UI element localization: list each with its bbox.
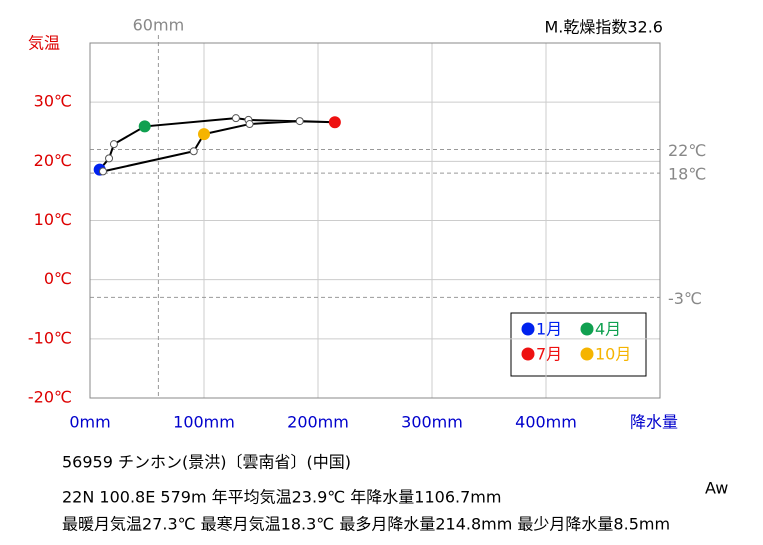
reference-label: -3℃	[668, 289, 702, 308]
y-tick-label: 10℃	[34, 210, 72, 229]
month-point	[109, 140, 118, 149]
month-point	[328, 116, 341, 129]
y-tick-label: 30℃	[34, 92, 72, 111]
month-point	[198, 128, 210, 141]
month-point	[105, 154, 114, 163]
month-point	[295, 117, 304, 126]
y-axis-label: 気温	[28, 34, 60, 53]
month-point	[245, 120, 254, 129]
legend-marker	[521, 347, 535, 361]
station: 56959 チンホン(景洪)〔雲南省〕(中国)	[62, 453, 351, 472]
y-tick-label: -10℃	[28, 328, 72, 347]
month-point	[231, 114, 240, 123]
x-tick-label: 0mm	[69, 413, 110, 432]
x-tick-label: 300mm	[401, 413, 463, 432]
legend-marker	[580, 322, 594, 336]
legend-box	[510, 312, 647, 377]
y-tick-label: -20℃	[28, 388, 72, 407]
legend-label: 7月	[536, 345, 562, 364]
reference-label: 60mm	[133, 16, 185, 35]
reference-label: 22℃	[668, 141, 706, 160]
x-tick-label: 200mm	[287, 413, 349, 432]
climate-class: Aw	[705, 479, 728, 498]
y-tick-label: 0℃	[44, 269, 72, 288]
x-tick-label: 100mm	[173, 413, 235, 432]
legend-marker	[580, 347, 594, 361]
legend-label: 4月	[595, 320, 621, 339]
annotation: M.乾燥指数32.6	[544, 18, 663, 37]
info-line: 22N 100.8E 579m 年平均気温23.9℃ 年降水量1106.7mm	[62, 488, 501, 507]
reference-label: 18℃	[668, 165, 706, 184]
x-axis-label: 降水量	[630, 413, 678, 432]
plot-frame	[89, 42, 661, 399]
month-point	[138, 120, 151, 133]
month-point	[98, 167, 107, 176]
legend-label: 10月	[595, 345, 631, 364]
legend-label: 1月	[536, 320, 562, 339]
legend-marker	[521, 322, 535, 336]
x-tick-label: 400mm	[515, 413, 577, 432]
info-line: 最暖月気温27.3℃ 最寒月気温18.3℃ 最多月降水量214.8mm 最少月降…	[62, 515, 670, 534]
y-tick-label: 20℃	[34, 151, 72, 170]
month-point	[189, 147, 198, 156]
